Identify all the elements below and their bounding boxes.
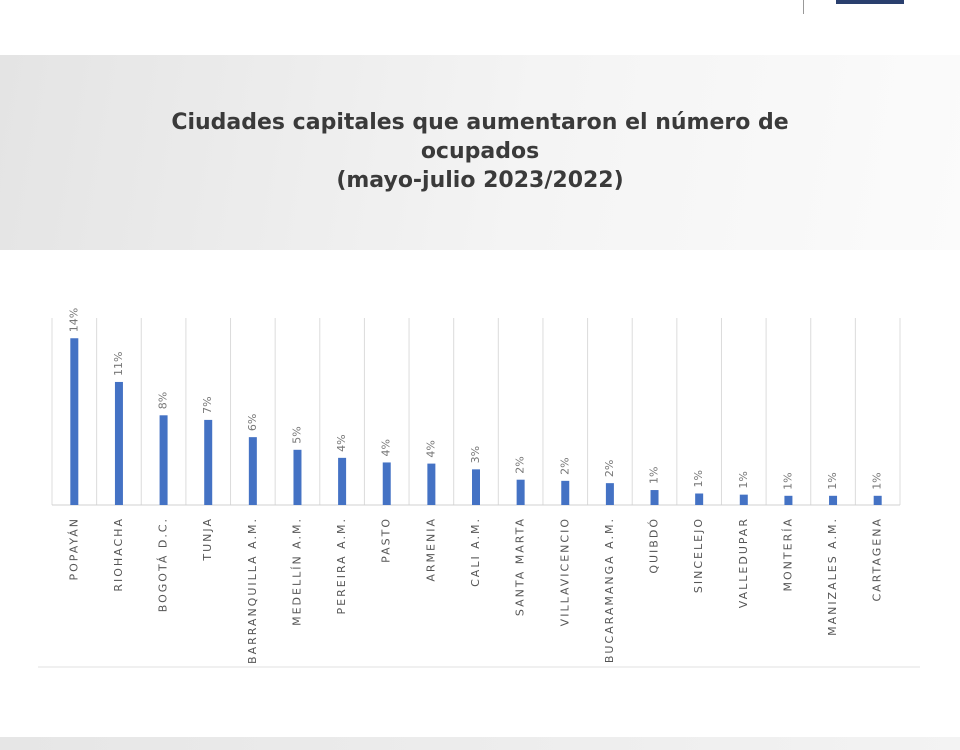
x-tick-label: SANTA MARTA bbox=[514, 517, 527, 616]
bar bbox=[695, 493, 704, 505]
bar bbox=[204, 419, 213, 505]
bar bbox=[114, 381, 123, 505]
value-label: 1% bbox=[737, 471, 750, 488]
value-label: 3% bbox=[469, 446, 482, 463]
bar bbox=[650, 490, 659, 505]
value-label: 2% bbox=[514, 456, 527, 473]
bar bbox=[472, 469, 480, 505]
x-tick-label: BUCARAMANGA A.M. bbox=[603, 517, 616, 663]
value-label: 2% bbox=[603, 460, 616, 477]
bar bbox=[516, 479, 525, 505]
bar bbox=[829, 495, 838, 505]
logo bbox=[836, 0, 904, 4]
x-tick-label: ARMENIA bbox=[424, 517, 437, 582]
value-label: 1% bbox=[692, 470, 705, 487]
value-label: 11% bbox=[112, 351, 125, 375]
title-panel: Ciudades capitales que aumentaron el núm… bbox=[0, 55, 960, 250]
x-tick-label: VILLAVICENCIO bbox=[558, 517, 571, 626]
x-tick-label: SINCELEJO bbox=[692, 517, 705, 593]
x-tick-label: BARRANQUILLA A.M. bbox=[246, 517, 259, 664]
x-tick-label: VALLEDUPAR bbox=[737, 517, 750, 608]
x-tick-label: RIOHACHA bbox=[112, 517, 125, 592]
x-tick-label: MANIZALES A.M. bbox=[826, 517, 839, 636]
bar bbox=[338, 457, 347, 505]
value-label: 2% bbox=[558, 457, 571, 474]
bar bbox=[427, 463, 436, 505]
chart-subtitle: (mayo-julio 2023/2022) bbox=[336, 168, 624, 193]
x-tick-label: CALI A.M. bbox=[469, 517, 482, 587]
x-tick-label: QUIBDÓ bbox=[648, 517, 661, 574]
bar bbox=[293, 449, 302, 505]
chart-title: Ciudades capitales que aumentaron el núm… bbox=[171, 110, 789, 164]
x-tick-label: MEDELLÍN A.M. bbox=[290, 517, 303, 626]
title-box: Ciudades capitales que aumentaron el núm… bbox=[170, 108, 790, 195]
x-tick-label: PASTO bbox=[380, 517, 393, 563]
value-label: 4% bbox=[380, 439, 393, 456]
logo-separator bbox=[803, 0, 804, 14]
value-label: 14% bbox=[67, 308, 80, 332]
x-tick-label: POPAYÁN bbox=[67, 517, 80, 581]
x-tick-label: TUNJA bbox=[201, 517, 214, 562]
bottom-strip bbox=[0, 737, 960, 750]
bar bbox=[70, 338, 79, 505]
x-tick-label: CARTAGENA bbox=[871, 517, 884, 601]
value-label: 5% bbox=[290, 426, 303, 443]
bar bbox=[159, 415, 168, 505]
value-label: 1% bbox=[871, 472, 884, 489]
bar bbox=[784, 495, 793, 505]
bar bbox=[873, 495, 882, 505]
value-label: 1% bbox=[781, 472, 794, 489]
value-label: 8% bbox=[157, 392, 170, 409]
value-label: 4% bbox=[424, 440, 437, 457]
bar bbox=[248, 437, 257, 505]
value-label: 4% bbox=[335, 434, 348, 451]
value-label: 7% bbox=[201, 396, 214, 413]
bar bbox=[739, 494, 748, 505]
value-label: 6% bbox=[246, 414, 259, 431]
x-tick-label: BOGOTÁ D.C. bbox=[157, 517, 170, 612]
value-label: 1% bbox=[826, 472, 839, 489]
bar bbox=[382, 462, 391, 505]
x-tick-label: PEREIRA A.M. bbox=[335, 517, 348, 614]
value-label: 1% bbox=[648, 467, 661, 484]
bar bbox=[561, 480, 570, 505]
x-tick-label: MONTERÍA bbox=[781, 517, 794, 591]
bar bbox=[605, 483, 614, 505]
